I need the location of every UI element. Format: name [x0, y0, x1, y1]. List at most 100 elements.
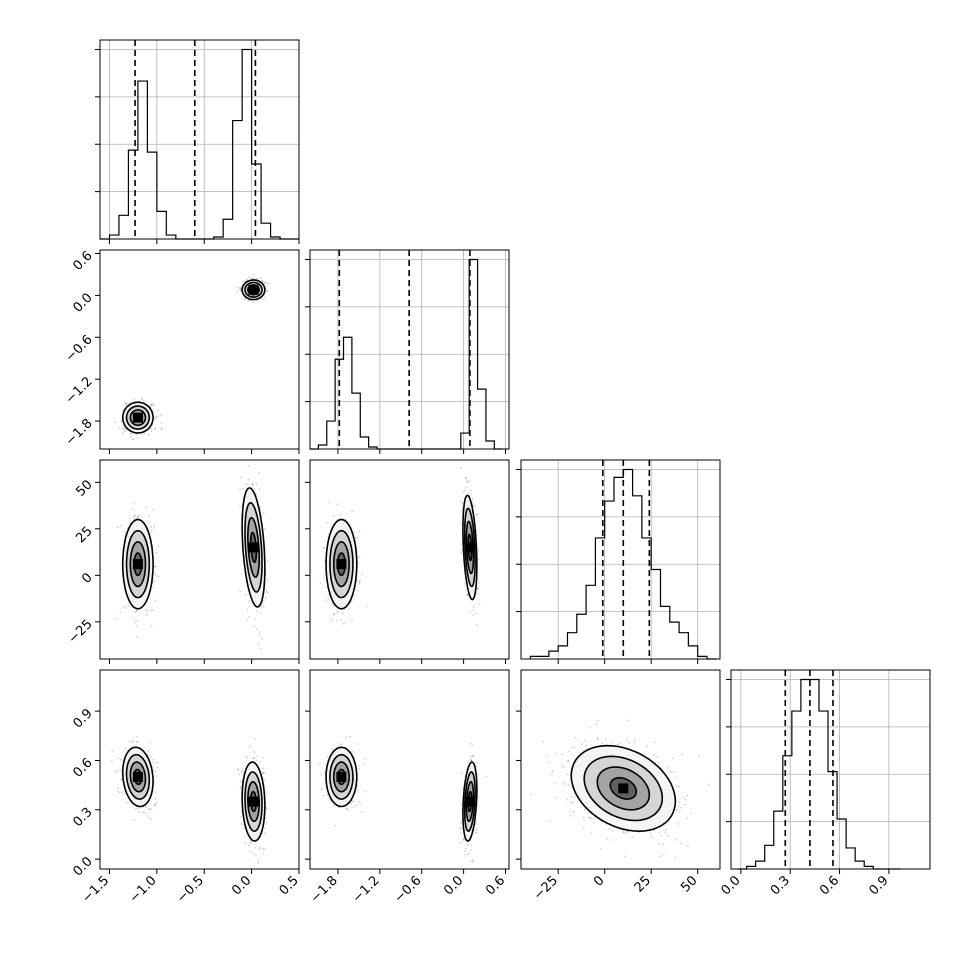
sample-point — [152, 586, 155, 589]
sample-point — [239, 488, 241, 491]
sample-point — [153, 526, 156, 529]
sample-point — [267, 591, 269, 594]
sample-point — [241, 280, 244, 283]
sample-point — [460, 832, 462, 835]
sample-point — [135, 609, 138, 612]
sample-point — [671, 757, 674, 759]
contour-line — [244, 501, 263, 593]
sample-point — [475, 513, 478, 516]
sample-point — [137, 514, 140, 517]
sample-point — [476, 831, 478, 834]
sample-point — [590, 817, 593, 820]
sample-point — [331, 602, 334, 604]
sample-point — [124, 428, 127, 431]
sample-point — [123, 792, 125, 795]
sample-point — [333, 613, 335, 616]
sample-point — [470, 759, 473, 762]
sample-point — [255, 277, 258, 280]
sample-point — [262, 605, 265, 608]
contour-line — [241, 487, 266, 608]
sample-point — [258, 488, 261, 491]
hist-frame-2 — [520, 459, 721, 660]
sample-point — [135, 434, 138, 436]
sample-point — [262, 771, 264, 774]
sample-point — [133, 514, 135, 517]
sample-point — [155, 775, 158, 777]
sample-point — [137, 807, 140, 810]
sample-point — [263, 827, 266, 829]
sample-point — [470, 758, 473, 761]
sample-point — [123, 605, 125, 608]
sample-point — [150, 427, 152, 430]
sample-point — [246, 278, 249, 281]
sample-point — [674, 775, 676, 778]
sample-point — [142, 811, 145, 814]
sample-point — [135, 620, 138, 622]
sample-point — [148, 741, 151, 743]
sample-point — [466, 481, 469, 484]
sample-point — [258, 471, 260, 474]
sample-point — [135, 609, 138, 612]
scatter-frame-0-2 — [99, 459, 300, 660]
histogram-3 — [737, 678, 901, 870]
sample-point — [255, 759, 258, 762]
sample-point — [264, 832, 266, 835]
density-peak — [248, 284, 259, 295]
sample-point — [262, 772, 265, 775]
sample-point — [250, 277, 253, 280]
contour-line — [332, 761, 350, 793]
sample-point — [474, 831, 477, 834]
sample-point — [157, 575, 160, 578]
sample-point — [243, 827, 246, 829]
sample-point — [361, 573, 364, 575]
sample-point — [460, 803, 463, 805]
contour-line — [332, 540, 350, 588]
sample-point — [247, 844, 250, 847]
sample-point — [133, 818, 136, 821]
sample-point — [137, 516, 140, 519]
sample-point — [244, 483, 247, 485]
sample-point — [154, 804, 156, 807]
sample-point — [333, 613, 335, 615]
sample-point — [462, 838, 465, 841]
contour-line — [125, 529, 151, 599]
sample-point — [325, 521, 328, 524]
sample-point — [685, 794, 688, 796]
sample-point — [259, 631, 262, 633]
sample-point — [333, 514, 335, 517]
sample-point — [477, 587, 479, 589]
sample-point — [471, 501, 474, 504]
sample-point — [626, 738, 628, 741]
contour-line — [463, 507, 476, 588]
sample-point — [154, 599, 157, 602]
sample-point — [253, 751, 256, 754]
sample-point — [241, 769, 244, 772]
sample-point — [240, 823, 242, 825]
density-peak — [132, 412, 143, 423]
sample-point — [477, 807, 480, 809]
sample-point — [239, 505, 241, 508]
sample-point — [469, 489, 472, 492]
sample-point — [154, 427, 157, 430]
sample-point — [156, 761, 159, 764]
sample-point — [324, 595, 327, 598]
sample-point — [258, 847, 261, 849]
sample-point — [470, 759, 472, 762]
sample-point — [461, 549, 463, 552]
sample-point — [247, 299, 250, 302]
sample-point — [475, 761, 478, 764]
sample-point — [476, 592, 478, 594]
sample-point — [353, 594, 356, 597]
sample-point — [130, 432, 133, 435]
sample-point — [345, 807, 348, 810]
sample-point — [463, 850, 466, 853]
sample-point — [239, 289, 242, 292]
sample-point — [249, 850, 251, 853]
sample-point — [475, 823, 478, 826]
sample-point — [626, 830, 629, 833]
sample-point — [119, 524, 122, 527]
panel-content-4 — [318, 735, 487, 863]
sample-point — [239, 815, 242, 818]
sample-point — [153, 524, 156, 527]
sample-point — [247, 299, 250, 301]
